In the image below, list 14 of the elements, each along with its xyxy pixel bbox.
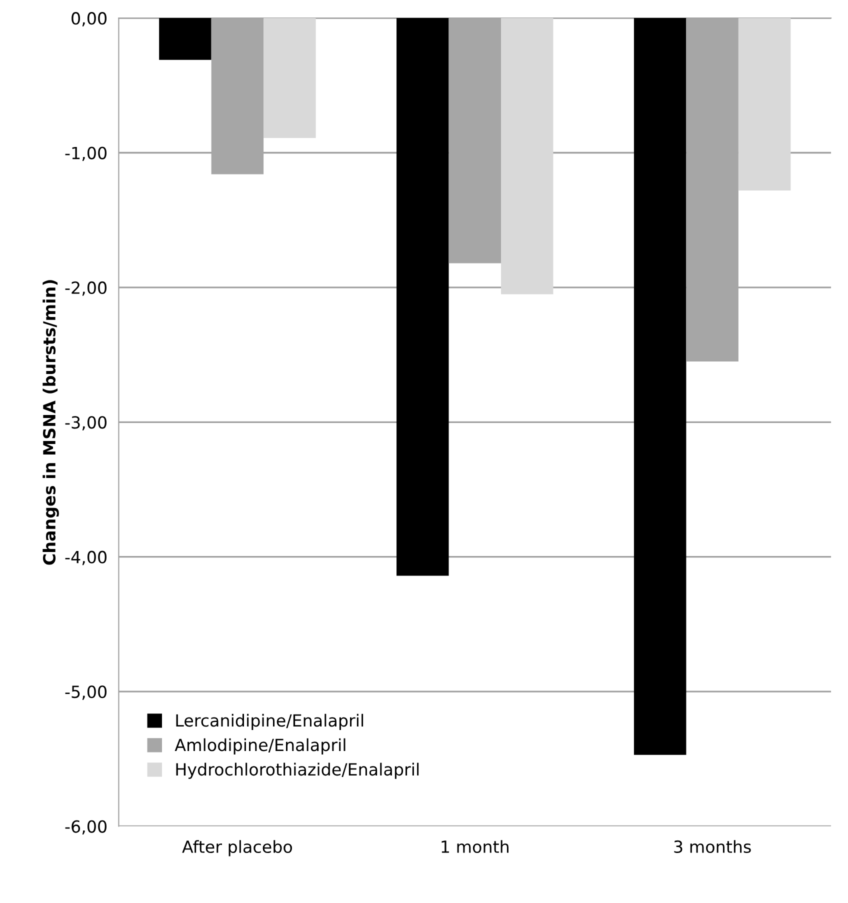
y-tick-label: -2,00 [65,281,107,296]
y-tick-label: 0,00 [72,12,106,26]
legend-label: Lercanidipine/Enalapril [176,714,364,730]
legend-label: Amlodipine/Enalapril [174,738,346,754]
x-tick-label: 1 month [442,840,508,854]
y-tick-label: -5,00 [65,686,107,700]
x-tick-label: 3 months [674,840,751,854]
legend-label: Hydrochlorothiazide/Enalapril [176,762,419,779]
y-tick-label: -6,00 [65,820,107,835]
y-tick-label: -1,00 [65,146,107,162]
y-axis-title: Changes in MSNA (bursts/min) [42,280,59,565]
x-tick-label: After placebo [182,840,292,856]
y-tick-label: -4,00 [65,550,107,566]
y-tick-label: -3,00 [65,416,107,430]
